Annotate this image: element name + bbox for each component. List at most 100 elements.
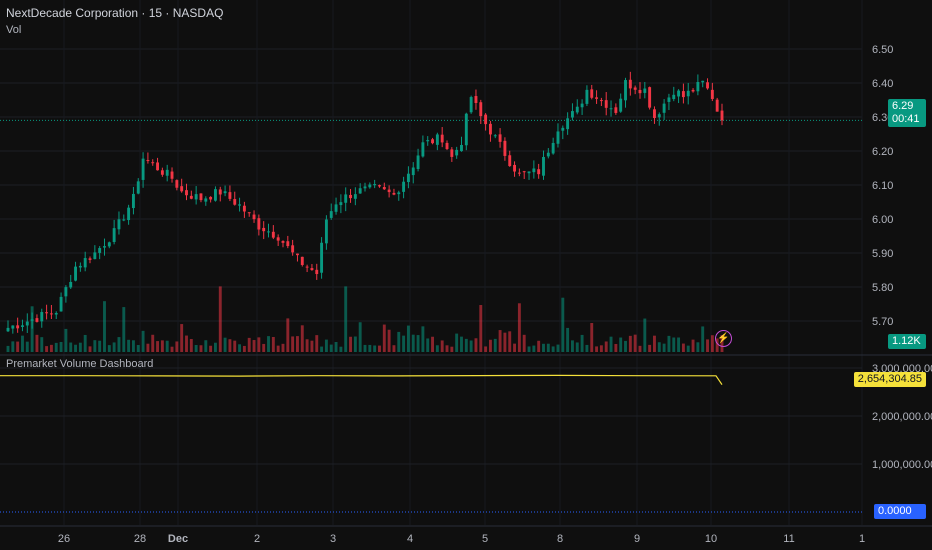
volume-bar[interactable] bbox=[450, 346, 454, 352]
candle-body[interactable] bbox=[349, 194, 352, 199]
volume-bar[interactable] bbox=[653, 335, 656, 352]
candle-body[interactable] bbox=[517, 172, 521, 174]
volume-bar[interactable] bbox=[556, 344, 560, 352]
symbol-header[interactable]: NextDecade Corporation · 15 · NASDAQ Vol bbox=[6, 6, 223, 36]
candle-body[interactable] bbox=[368, 184, 372, 188]
volume-bar[interactable] bbox=[696, 342, 700, 352]
candle-body[interactable] bbox=[175, 180, 179, 188]
volume-bar[interactable] bbox=[127, 339, 131, 352]
volume-bar[interactable] bbox=[604, 341, 608, 352]
candle-body[interactable] bbox=[710, 89, 714, 99]
volume-bar[interactable] bbox=[315, 335, 319, 352]
candle-body[interactable] bbox=[677, 90, 681, 97]
candle-body[interactable] bbox=[107, 242, 111, 247]
candle-body[interactable] bbox=[662, 103, 666, 113]
candle-body[interactable] bbox=[199, 193, 203, 201]
volume-bar[interactable] bbox=[54, 342, 58, 352]
volume-bar[interactable] bbox=[585, 344, 589, 352]
candle-body[interactable] bbox=[218, 189, 222, 195]
candle-body[interactable] bbox=[11, 325, 15, 329]
volume-bar[interactable] bbox=[209, 345, 213, 352]
candle-body[interactable] bbox=[387, 189, 391, 193]
volume-bar[interactable] bbox=[570, 340, 574, 352]
candle-body[interactable] bbox=[508, 155, 512, 167]
volume-bar[interactable] bbox=[146, 343, 150, 352]
candles[interactable] bbox=[6, 71, 724, 334]
candle-body[interactable] bbox=[136, 181, 140, 194]
candle-body[interactable] bbox=[35, 318, 39, 322]
candle-body[interactable] bbox=[160, 170, 164, 175]
candle-body[interactable] bbox=[324, 219, 328, 244]
volume-bar[interactable] bbox=[710, 335, 714, 352]
candle-body[interactable] bbox=[706, 82, 709, 89]
volume-bar[interactable] bbox=[416, 335, 420, 352]
candle-body[interactable] bbox=[619, 98, 623, 112]
candle-body[interactable] bbox=[252, 214, 256, 220]
candle-body[interactable] bbox=[257, 218, 261, 230]
volume-bar[interactable] bbox=[609, 336, 613, 352]
premarket-volume-line[interactable] bbox=[0, 374, 723, 385]
volume-bar[interactable] bbox=[382, 324, 386, 352]
volume-bar[interactable] bbox=[180, 324, 184, 352]
volume-bar[interactable] bbox=[662, 343, 666, 352]
volume-bar[interactable] bbox=[21, 335, 24, 352]
candle-body[interactable] bbox=[570, 111, 574, 118]
candle-body[interactable] bbox=[667, 97, 671, 102]
volume-bar[interactable] bbox=[701, 326, 705, 352]
volume-bar[interactable] bbox=[117, 337, 121, 352]
candle-body[interactable] bbox=[122, 219, 126, 221]
volume-bar[interactable] bbox=[624, 340, 627, 352]
volume-bar[interactable] bbox=[228, 339, 232, 352]
candle-body[interactable] bbox=[498, 134, 502, 142]
volume-bar[interactable] bbox=[107, 345, 111, 352]
volume-bar[interactable] bbox=[508, 331, 512, 352]
candle-body[interactable] bbox=[69, 281, 73, 288]
volume-bar[interactable] bbox=[474, 338, 478, 352]
volume-bar[interactable] bbox=[686, 345, 690, 352]
volume-bar[interactable] bbox=[233, 340, 237, 352]
volume-bar[interactable] bbox=[681, 343, 685, 352]
candle-body[interactable] bbox=[416, 155, 420, 170]
volume-bar[interactable] bbox=[595, 346, 599, 352]
volume-bar[interactable] bbox=[122, 307, 126, 352]
candle-body[interactable] bbox=[643, 88, 647, 93]
candle-body[interactable] bbox=[310, 268, 314, 271]
symbol-title[interactable]: NextDecade Corporation · 15 · NASDAQ bbox=[6, 6, 224, 20]
candle-body[interactable] bbox=[320, 242, 324, 273]
candle-body[interactable] bbox=[16, 325, 20, 329]
candle-body[interactable] bbox=[189, 195, 193, 199]
candle-body[interactable] bbox=[262, 227, 266, 232]
candle-body[interactable] bbox=[165, 169, 169, 176]
volume-bar[interactable] bbox=[11, 341, 15, 352]
volume-bar[interactable] bbox=[238, 344, 242, 352]
volume-bar[interactable] bbox=[513, 343, 517, 352]
candle-body[interactable] bbox=[542, 156, 545, 176]
candle-body[interactable] bbox=[170, 171, 174, 179]
premarket-volume-plot[interactable] bbox=[0, 374, 862, 513]
volume-bar[interactable] bbox=[599, 345, 603, 352]
candle-body[interactable] bbox=[54, 312, 58, 315]
candle-body[interactable] bbox=[469, 97, 473, 113]
volume-bar[interactable] bbox=[402, 335, 406, 352]
candle-body[interactable] bbox=[440, 134, 444, 143]
volume-bar[interactable] bbox=[112, 342, 116, 352]
volume-bar[interactable] bbox=[305, 339, 309, 352]
volume-bar[interactable] bbox=[156, 341, 160, 352]
candle-body[interactable] bbox=[83, 258, 87, 268]
candle-body[interactable] bbox=[291, 245, 295, 253]
volume-bar[interactable] bbox=[291, 336, 295, 352]
candle-body[interactable] bbox=[329, 211, 333, 218]
candle-body[interactable] bbox=[315, 269, 319, 275]
volume-bar[interactable] bbox=[257, 337, 261, 352]
volume-bar[interactable] bbox=[131, 340, 135, 352]
volume-bar[interactable] bbox=[247, 337, 251, 352]
volume-bar[interactable] bbox=[83, 334, 87, 352]
volume-bar[interactable] bbox=[657, 342, 661, 352]
volume-bar[interactable] bbox=[49, 344, 53, 352]
volume-bars[interactable] bbox=[6, 286, 724, 352]
candle-body[interactable] bbox=[373, 184, 377, 186]
volume-bar[interactable] bbox=[324, 339, 328, 352]
candle-body[interactable] bbox=[131, 193, 135, 209]
candle-body[interactable] bbox=[566, 118, 570, 130]
volume-bar[interactable] bbox=[98, 340, 102, 352]
